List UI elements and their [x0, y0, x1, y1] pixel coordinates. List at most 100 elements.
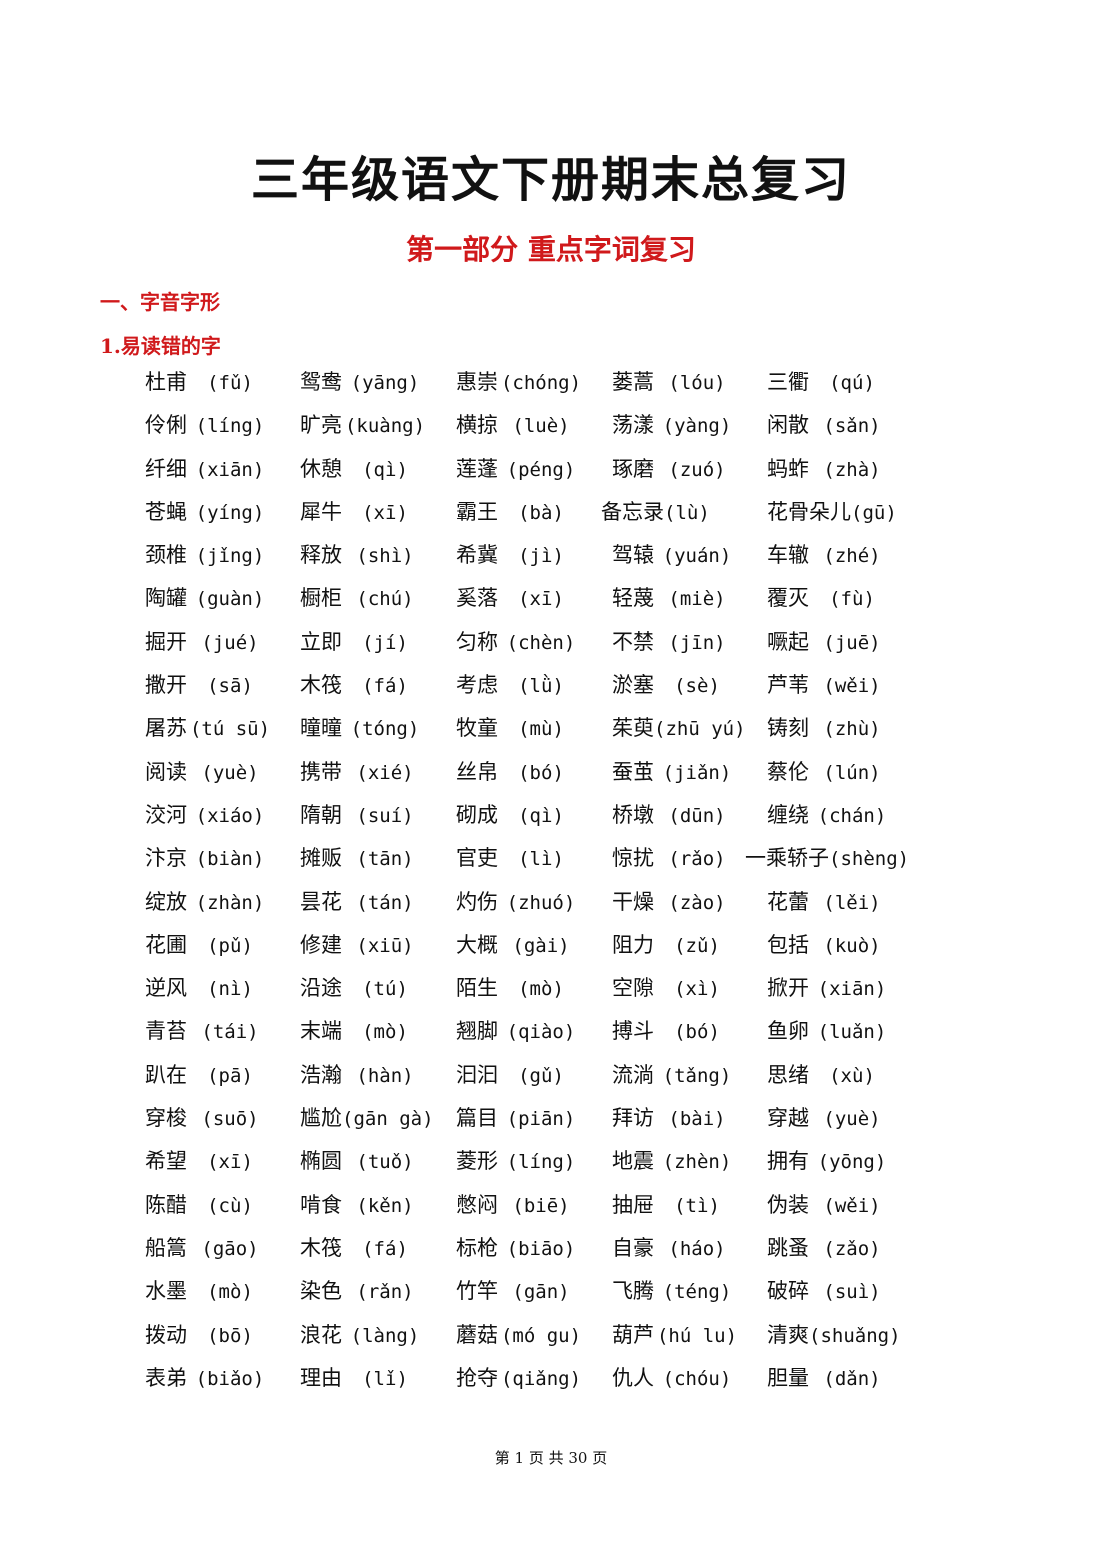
word: 屠苏	[145, 716, 187, 741]
word-entry: 匀称chèn	[456, 627, 584, 658]
word: 篇目	[456, 1106, 498, 1131]
word-entry: 流淌tǎng	[612, 1060, 740, 1091]
pinyin: tuǒ	[342, 1147, 428, 1177]
word-entry: 花骨朵儿gū	[767, 497, 897, 528]
word: 抽屉	[612, 1192, 654, 1217]
word-entry: 蚕茧jiǎn	[612, 757, 740, 788]
word: 破碎	[767, 1279, 809, 1304]
word-entry: 逆风nì	[145, 973, 273, 1004]
pinyin: xī	[342, 498, 428, 528]
word-entry: 表弟biǎo	[145, 1363, 273, 1394]
word-entry: 昙花tán	[300, 887, 428, 918]
word: 飞腾	[612, 1279, 654, 1304]
word: 椭圆	[300, 1149, 342, 1174]
pinyin: hú lu	[654, 1321, 740, 1351]
word-entry: 胆量dǎn	[767, 1363, 895, 1394]
word-entry: 地震zhèn	[612, 1146, 740, 1177]
word: 洨河	[145, 802, 187, 827]
word-entry: 汩汩gǔ	[456, 1060, 584, 1091]
pinyin: nì	[187, 974, 273, 1004]
pinyin: chú	[342, 584, 428, 614]
word-entry: 苍蝇yíng	[145, 497, 273, 528]
word: 花骨朵儿	[767, 499, 851, 524]
word-entry: 青苔tái	[145, 1016, 273, 1047]
word: 干燥	[612, 889, 654, 914]
pinyin: xiáo	[187, 801, 273, 831]
page-footer: 第 1 页 共 30 页	[494, 1449, 608, 1467]
word-entry: 砌成qì	[456, 800, 584, 831]
word-entry: 菱形líng	[456, 1146, 584, 1177]
word: 轻蔑	[612, 586, 654, 611]
word-entry: 陶罐guàn	[145, 583, 273, 614]
pinyin: xié	[342, 758, 428, 788]
word: 憋闷	[456, 1192, 498, 1217]
word-entry: 阻力zǔ	[612, 930, 740, 961]
word-entry: 不禁jīn	[612, 627, 740, 658]
pinyin: yāng	[342, 368, 428, 398]
word: 思绪	[767, 1062, 809, 1087]
pinyin: tān	[342, 844, 428, 874]
pinyin: mù	[498, 714, 584, 744]
word: 纤细	[145, 456, 187, 481]
word-entry: 抢夺qiǎng	[456, 1363, 584, 1394]
word: 车辙	[767, 543, 809, 568]
pinyin: bó	[498, 758, 584, 788]
word-entry: 椭圆tuǒ	[300, 1146, 428, 1177]
word: 缠绕	[767, 802, 809, 827]
word: 包括	[767, 932, 809, 957]
pinyin: qiǎng	[498, 1364, 584, 1394]
word-entry: 阅读yuè	[145, 757, 273, 788]
word-entry: 丝帛bó	[456, 757, 584, 788]
word: 鱼卵	[767, 1019, 809, 1044]
pinyin: yuán	[654, 541, 740, 571]
word: 趴在	[145, 1062, 187, 1087]
word-entry: 撒开sā	[145, 670, 273, 701]
word: 一乘轿子	[745, 846, 829, 871]
word-entry: 鸳鸯yāng	[300, 367, 428, 398]
pinyin: rǎo	[654, 844, 740, 874]
word: 葫芦	[612, 1322, 654, 1347]
word: 官吏	[456, 846, 498, 871]
pinyin: jīn	[654, 628, 740, 658]
pinyin: chóng	[498, 368, 584, 398]
word-entry: 拜访bài	[612, 1103, 740, 1134]
word-entry: 理由lǐ	[300, 1363, 428, 1394]
pinyin: chán	[809, 801, 895, 831]
pinyin: yíng	[187, 498, 273, 528]
word: 蚂蚱	[767, 456, 809, 481]
pinyin: yuè	[809, 1104, 895, 1134]
word: 理由	[300, 1365, 342, 1390]
word-entry: 立即jí	[300, 627, 428, 658]
pinyin: bài	[654, 1104, 740, 1134]
word-entry: 希冀jì	[456, 540, 584, 571]
word: 地震	[612, 1149, 654, 1174]
word: 驾辕	[612, 543, 654, 568]
word-entry: 水墨mò	[145, 1276, 273, 1307]
word-entry: 伶俐líng	[145, 410, 273, 441]
word-entry: 车辙zhé	[767, 540, 895, 571]
word: 花圃	[145, 932, 187, 957]
word-entry: 空隙xì	[612, 973, 740, 1004]
word-entry: 轻蔑miè	[612, 583, 740, 614]
word: 芦苇	[767, 673, 809, 698]
word-entry: 纤细xiān	[145, 454, 273, 485]
word-entry: 陌生mò	[456, 973, 584, 1004]
word: 伶俐	[145, 413, 187, 438]
pinyin: wěi	[809, 1191, 895, 1221]
word: 流淌	[612, 1062, 654, 1087]
pinyin: qú	[809, 368, 895, 398]
word: 荡漾	[612, 413, 654, 438]
word: 穿越	[767, 1106, 809, 1131]
word: 浩瀚	[300, 1062, 342, 1087]
word-entry: 隋朝suí	[300, 800, 428, 831]
word: 伪装	[767, 1192, 809, 1217]
pinyin: zǔ	[654, 931, 740, 961]
pinyin: dūn	[654, 801, 740, 831]
word: 不禁	[612, 629, 654, 654]
pinyin: tú	[342, 974, 428, 1004]
word-entry: 横掠luè	[456, 410, 584, 441]
word-entry: 覆灭fù	[767, 583, 895, 614]
pinyin: bó	[654, 1017, 740, 1047]
word-entry: 清爽shuǎng	[767, 1320, 901, 1351]
pinyin: tì	[654, 1191, 740, 1221]
